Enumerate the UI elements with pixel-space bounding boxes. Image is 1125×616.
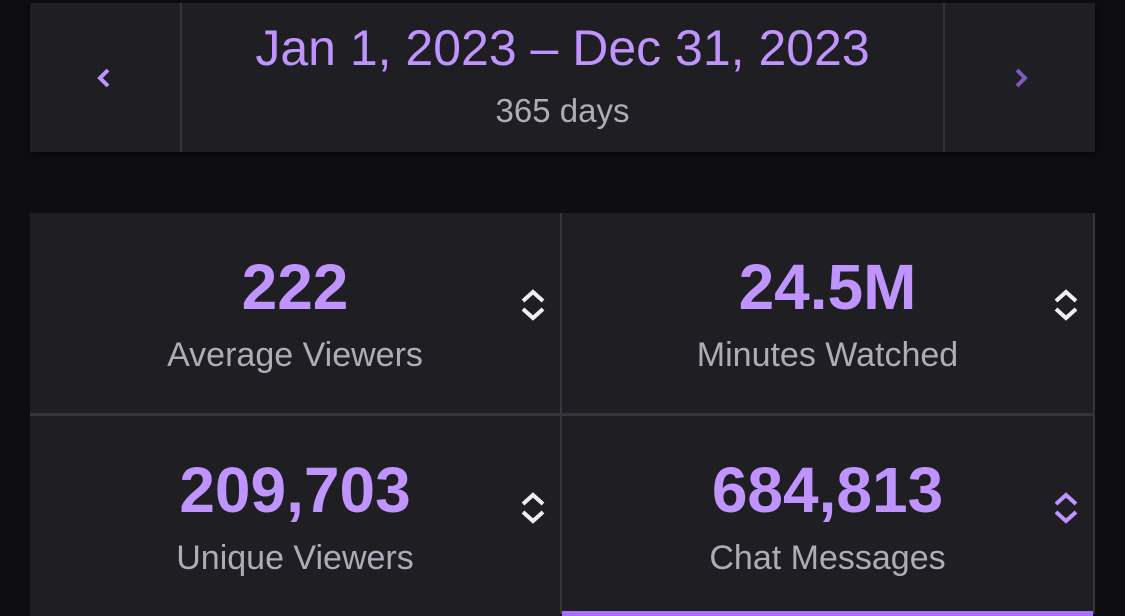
stat-label: Average Viewers	[167, 336, 423, 374]
stat-card[interactable]: 24.5M Minutes Watched	[562, 213, 1093, 413]
stat-card[interactable]: 684,813 Chat Messages	[562, 416, 1093, 616]
chevron-left	[97, 68, 110, 87]
stat-value: 222	[241, 251, 349, 323]
stat-value: 209,703	[179, 454, 411, 526]
date-range[interactable]: Jan 1, 2023 – Dec 31, 2023	[255, 20, 870, 76]
stat-value: 684,813	[711, 454, 944, 526]
stat-card[interactable]: 222 Average Viewers	[30, 213, 560, 413]
sort-icon[interactable]	[520, 287, 546, 323]
stats-grid: 222 Average Viewers 24.5M Minutes Watche…	[30, 213, 1095, 616]
stat-label: Unique Viewers	[176, 539, 414, 577]
sort-icon[interactable]	[1053, 490, 1079, 526]
chevron-right	[1015, 68, 1028, 87]
stat-value: 24.5M	[738, 251, 917, 323]
previous-button[interactable]	[30, 3, 182, 152]
duration: 365 days	[495, 92, 630, 129]
stat-card[interactable]: 209,703 Unique Viewers	[30, 416, 560, 616]
stat-label: Chat Messages	[709, 539, 946, 577]
sort-icon[interactable]	[520, 490, 546, 526]
next-button[interactable]	[943, 3, 1095, 152]
stat-label: Minutes Watched	[696, 336, 959, 374]
date-range-bar: Jan 1, 2023 – Dec 31, 2023 365 days	[30, 3, 1095, 152]
sort-icon[interactable]	[1053, 287, 1079, 323]
